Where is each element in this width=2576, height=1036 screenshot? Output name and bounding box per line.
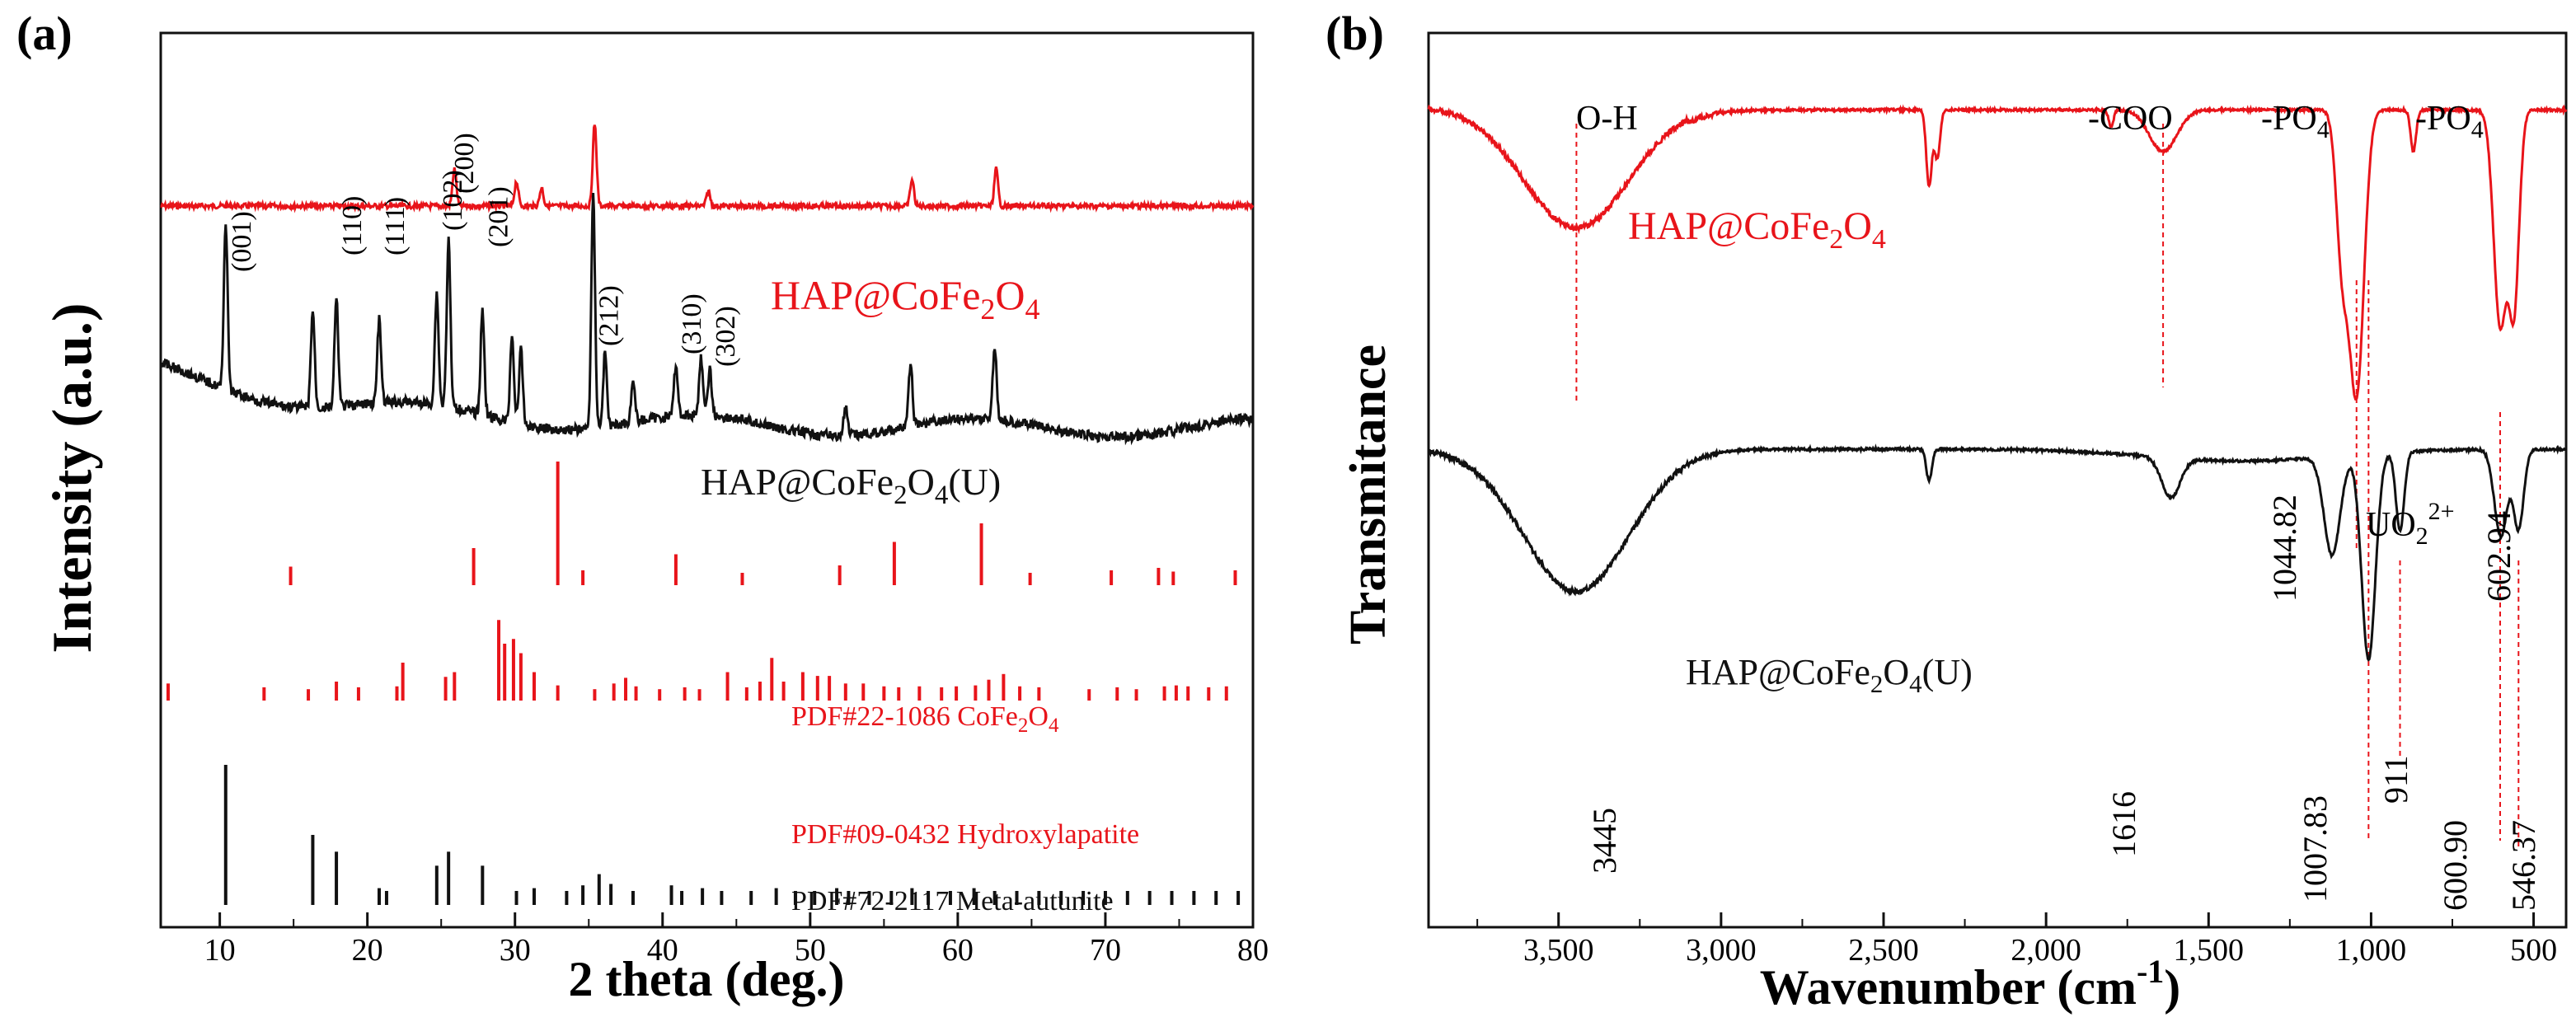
b-group-po4-2: -PO4	[2415, 100, 2484, 143]
b-peak-3445: 3445	[1586, 808, 1623, 874]
a-xtick-label: 70	[1090, 933, 1121, 968]
b-xtick-label: 1,000	[2336, 933, 2407, 968]
b-group-oh: O-H	[1576, 100, 1638, 138]
a-peak-label: (310)	[677, 293, 707, 354]
b-peak-911: 911	[2377, 755, 2414, 804]
b-xtick-label: 500	[2510, 933, 2557, 968]
panel-b-ylabel: Transmitance	[1340, 345, 1396, 645]
a-peak-label: (001)	[227, 211, 257, 272]
b-xtick-label: 3,500	[1523, 933, 1594, 968]
b-label-hap: HAP@CoFe2O4	[1628, 204, 1886, 255]
panel-a-series	[160, 124, 1255, 446]
b-group-po4-1: -PO4	[2261, 100, 2330, 143]
a-label-hap-u: HAP@CoFe2O4(U)	[701, 461, 1001, 510]
panel-b-x-axis: 3,500 3,000 2,500 2,000 1,500 1,000 500	[1476, 912, 2557, 968]
b-xtick-label: 1,500	[2174, 933, 2245, 968]
a-peak-label: (201)	[483, 186, 514, 247]
panel-a-frame	[159, 31, 1255, 929]
b-peak-546: 546.37	[2505, 820, 2542, 911]
b-peak-1044: 1044.82	[2266, 495, 2303, 602]
panel-a-x-axis: 10 20 30 40 50 60 70 80	[204, 912, 1269, 968]
panel-b-frame	[1427, 31, 2568, 929]
b-label-uranyl: UO22+	[2366, 498, 2455, 550]
panel-b: (b) Transmitance Wavenumber (cm-1) 3,500…	[1326, 7, 2568, 1015]
panel-a: (a) Intensity (a.u.) 2 theta (deg.) 10 20…	[16, 7, 1269, 1006]
a-xtick-label: 10	[204, 933, 236, 968]
b-series-1	[1427, 443, 2568, 662]
a-label-ref-hap: PDF#09-0432 Hydroxylapatite	[791, 819, 1139, 850]
a-series-0	[160, 124, 1255, 213]
b-peak-602: 602.94	[2480, 511, 2517, 602]
a-xtick-label: 60	[942, 933, 974, 968]
panel-b-xlabel: Wavenumber (cm-1)	[1760, 953, 2181, 1015]
a-peak-label: (302)	[711, 306, 741, 367]
a-xtick-label: 20	[352, 933, 383, 968]
a-label-ref-autunite: PDF#72-2117 Meta-autunite	[791, 886, 1114, 916]
a-peak-label: (110)	[337, 196, 368, 255]
a-xtick-label: 80	[1237, 933, 1269, 968]
panel-b-series	[1427, 104, 2568, 662]
b-xtick-label: 2,500	[1848, 933, 1919, 968]
panel-a-xlabel: 2 theta (deg.)	[569, 952, 845, 1006]
a-series-1	[160, 192, 1255, 446]
b-peak-1616: 1616	[2105, 791, 2142, 857]
panel-b-label: (b)	[1326, 7, 1384, 60]
b-xtick-label: 3,000	[1686, 933, 1757, 968]
panel-a-ylabel: Intensity (a.u.)	[40, 302, 103, 653]
panel-b-guide-lines	[1575, 124, 2520, 849]
panel-a-reference-patterns	[166, 462, 1241, 905]
a-xtick-label: 30	[500, 933, 531, 968]
panel-a-peak-labels: (001) (110) (111) (102)(200)(201) (212) (310)…	[227, 133, 741, 367]
b-group-coo: -COO	[2088, 100, 2173, 138]
a-xtick-label: 50	[795, 933, 826, 968]
a-peak-label: (102)	[438, 170, 468, 231]
a-peak-label: (111)	[380, 197, 411, 255]
a-xtick-label: 40	[647, 933, 678, 968]
b-peak-600: 600.90	[2437, 820, 2474, 911]
a-label-ref-cofe: PDF#22-1086 CoFe2O4	[791, 701, 1059, 737]
a-peak-label: (200)	[449, 133, 480, 194]
a-label-hap: HAP@CoFe2O4	[771, 272, 1040, 326]
b-label-hap-u: HAP@CoFe2O4(U)	[1686, 652, 1973, 698]
b-peak-1007: 1007.83	[2297, 795, 2334, 902]
b-xtick-label: 2,000	[2011, 933, 2081, 968]
b-series-0	[1427, 104, 2568, 401]
panel-a-label: (a)	[16, 7, 73, 60]
a-peak-label: (212)	[594, 285, 625, 346]
